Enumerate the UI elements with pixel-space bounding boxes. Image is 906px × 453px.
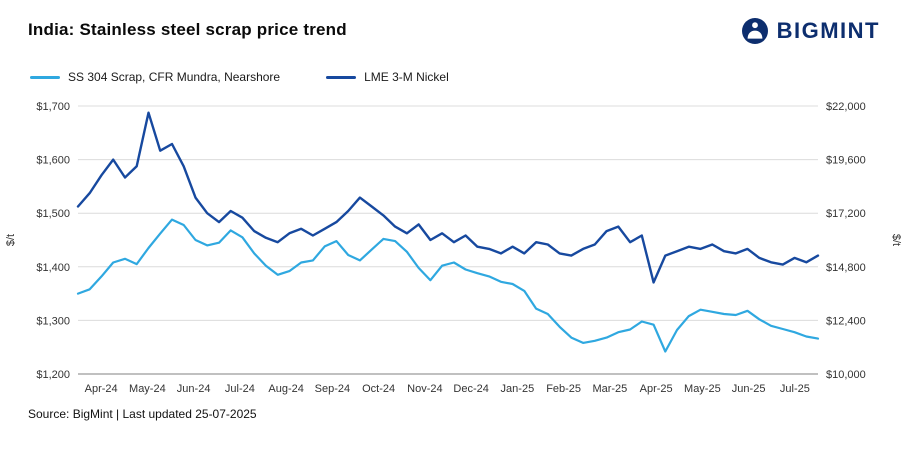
right-axis-tick: $10,000	[826, 369, 866, 381]
header: India: Stainless steel scrap price trend…	[0, 0, 906, 46]
left-axis-tick: $1,200	[36, 369, 70, 381]
x-axis-tick: Jan-25	[501, 383, 535, 395]
x-axis-tick: Nov-24	[407, 383, 442, 395]
x-axis-tick: May-25	[684, 383, 721, 395]
x-axis-tick: Jul-25	[780, 383, 810, 395]
legend-item-lme-nickel: LME 3-M Nickel	[326, 70, 449, 84]
x-axis-tick: Aug-24	[268, 383, 303, 395]
bigmint-logo-icon	[741, 18, 768, 44]
right-axis-tick: $14,800	[826, 262, 866, 274]
ss304-line-swatch	[30, 75, 60, 79]
left-axis-tick: $1,700	[36, 101, 70, 113]
left-axis-tick: $1,400	[36, 262, 70, 274]
page-title: India: Stainless steel scrap price trend	[28, 20, 347, 39]
series-line-0	[76, 218, 820, 353]
legend-label-ss304: SS 304 Scrap, CFR Mundra, Nearshore	[68, 70, 281, 84]
chart-area: $1,700 $22,000 $1,600 $19,600 $1,500 $17,200 $…	[0, 88, 906, 405]
price-chart-svg: $1,700 $22,000 $1,600 $19,600 $1,500 $17,200 $…	[5, 101, 902, 395]
x-axis-tick: Jul-24	[225, 383, 255, 395]
x-axis-tick: Feb-25	[546, 383, 581, 395]
left-axis-label: $/t	[5, 234, 17, 246]
x-axis-tick: May-24	[129, 383, 166, 395]
x-axis-tick: Jun-24	[177, 383, 211, 395]
right-axis-label: $/t	[890, 234, 902, 246]
x-axis-tick: Sep-24	[315, 383, 350, 395]
bigmint-logo: BIGMINT	[740, 16, 880, 46]
lme-nickel-line-swatch	[326, 75, 357, 79]
right-axis-tick: $19,600	[826, 155, 866, 167]
right-axis-tick: $17,200	[826, 208, 866, 220]
x-axis-tick: Apr-24	[85, 383, 118, 395]
legend-item-ss304: SS 304 Scrap, CFR Mundra, Nearshore	[30, 70, 280, 84]
right-axis-tick: $22,000	[826, 101, 866, 113]
x-axis-tick: Oct-24	[362, 383, 395, 395]
right-axis-tick: $12,400	[826, 315, 866, 327]
chart-legend: SS 304 Scrap, CFR Mundra, Nearshore LME …	[0, 46, 906, 84]
x-axis-tick: Apr-25	[640, 383, 673, 395]
x-axis-tick: Dec-24	[453, 383, 488, 395]
x-axis-tick: Jun-25	[732, 383, 766, 395]
x-axis-tick: Mar-25	[592, 383, 627, 395]
legend-label-lme-nickel: LME 3-M Nickel	[364, 70, 449, 84]
left-axis-tick: $1,300	[36, 315, 70, 327]
source-note: Source: BigMint | Last updated 25-07-202…	[28, 407, 257, 421]
bigmint-logo-text: BIGMINT	[776, 18, 880, 43]
left-axis-tick: $1,600	[36, 155, 70, 167]
series-line-1	[76, 111, 820, 284]
left-axis-tick: $1,500	[36, 208, 70, 220]
